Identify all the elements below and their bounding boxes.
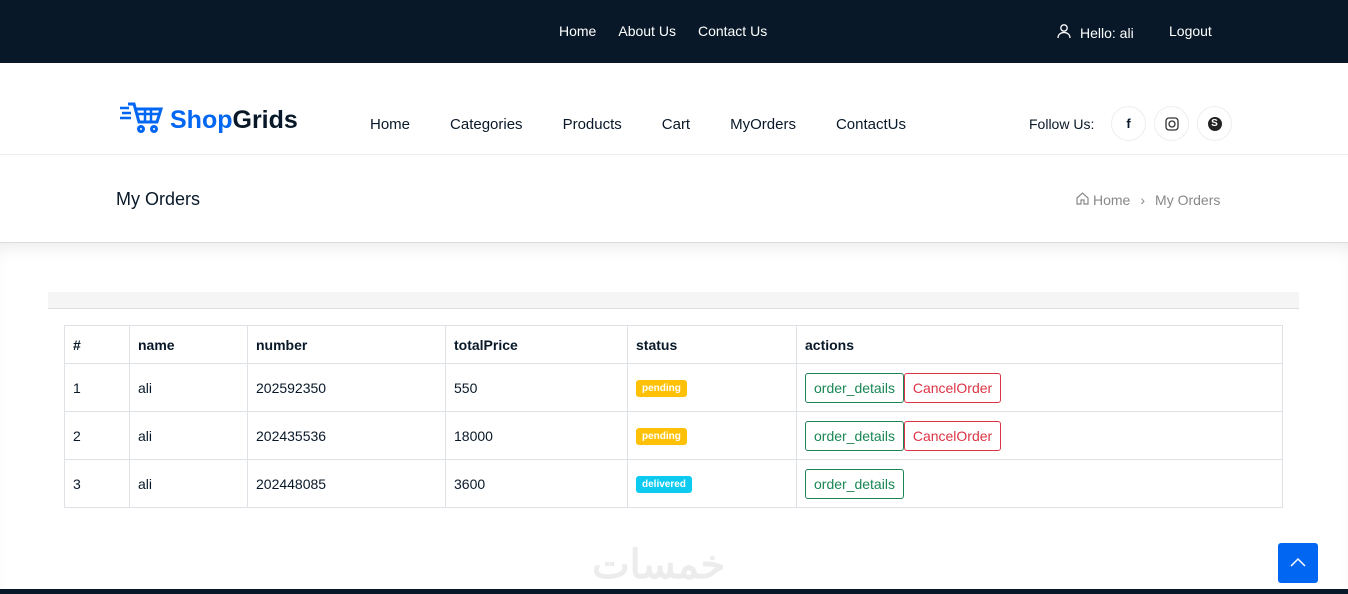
nav-cart[interactable]: Cart <box>661 116 691 133</box>
top-link-about[interactable]: About Us <box>618 23 676 39</box>
home-icon <box>1076 192 1089 208</box>
cell-name: ali <box>129 363 248 412</box>
footer <box>0 589 1348 594</box>
top-bar: Home About Us Contact Us Hello: ali Logo… <box>0 0 1348 63</box>
cell-name: ali <box>129 459 248 508</box>
col-status: status <box>627 325 797 364</box>
status-badge: pending <box>636 380 687 397</box>
table-row: 1 ali 202592350 550 pending order_detail… <box>64 363 1283 412</box>
status-badge: delivered <box>636 476 692 493</box>
follow-label: Follow Us: <box>1029 116 1095 132</box>
chevron-up-icon <box>1290 554 1306 572</box>
table-row: 3 ali 202448085 3600 delivered order_det… <box>64 459 1283 508</box>
chevron-right-icon: › <box>1140 192 1146 208</box>
logout-link[interactable]: Logout <box>1169 23 1212 39</box>
cell-total: 3600 <box>445 459 628 508</box>
nav-myorders[interactable]: MyOrders <box>730 116 796 133</box>
main-content: # name number totalPrice status actions … <box>0 243 1348 589</box>
page-title: My Orders <box>116 189 201 209</box>
cell-number: 202448085 <box>247 459 446 508</box>
skype-icon[interactable]: S <box>1197 106 1232 141</box>
header: Shop Grids Home Categories Products Cart … <box>0 63 1348 155</box>
orders-table: # name number totalPrice status actions … <box>64 325 1283 508</box>
col-name: name <box>129 325 248 364</box>
order-details-button[interactable]: order_details <box>805 420 904 451</box>
table-row: 2 ali 202435536 18000 pending order_deta… <box>64 411 1283 460</box>
table-header-strip <box>48 292 1299 309</box>
col-total: totalPrice <box>445 325 628 364</box>
col-number: number <box>247 325 446 364</box>
breadcrumb: Home › My Orders <box>1076 192 1220 208</box>
nav-contactus[interactable]: ContactUs <box>835 116 906 133</box>
greeting: Hello: ali <box>1080 24 1134 41</box>
cell-id: 2 <box>64 411 130 460</box>
user-icon <box>1056 23 1072 42</box>
cart-logo-icon <box>118 100 164 141</box>
cell-name: ali <box>129 411 248 460</box>
cell-id: 3 <box>64 459 130 508</box>
page-title-bar: My Orders Home › My Orders <box>0 155 1348 243</box>
top-link-home[interactable]: Home <box>559 23 597 39</box>
scroll-to-top-button[interactable] <box>1278 543 1318 583</box>
watermark-logo: خمسات <box>592 543 726 587</box>
cell-total: 18000 <box>445 411 628 460</box>
cell-number: 202435536 <box>247 411 446 460</box>
nav-categories[interactable]: Categories <box>450 116 523 133</box>
breadcrumb-current: My Orders <box>1155 192 1221 208</box>
brand-part2: Grids <box>232 106 298 134</box>
nav-products[interactable]: Products <box>562 116 622 133</box>
cell-number: 202592350 <box>247 363 446 412</box>
breadcrumb-home[interactable]: Home <box>1093 192 1131 208</box>
cancel-order-button[interactable]: CancelOrder <box>903 420 1002 451</box>
col-actions: actions <box>796 325 1283 364</box>
facebook-icon[interactable]: f <box>1111 106 1146 141</box>
table-header-row: # name number totalPrice status actions <box>64 325 1283 364</box>
order-details-button[interactable]: order_details <box>805 468 904 499</box>
col-id: # <box>64 325 130 364</box>
nav-home[interactable]: Home <box>370 116 411 133</box>
cancel-order-button[interactable]: CancelOrder <box>903 372 1002 403</box>
status-badge: pending <box>636 428 687 445</box>
top-link-contact[interactable]: Contact Us <box>697 23 768 39</box>
order-details-button[interactable]: order_details <box>805 372 904 403</box>
instagram-icon[interactable] <box>1154 106 1189 141</box>
cell-id: 1 <box>64 363 130 412</box>
brand-part1: Shop <box>170 106 233 134</box>
logo[interactable]: Shop Grids <box>118 100 298 141</box>
cell-total: 550 <box>445 363 628 412</box>
